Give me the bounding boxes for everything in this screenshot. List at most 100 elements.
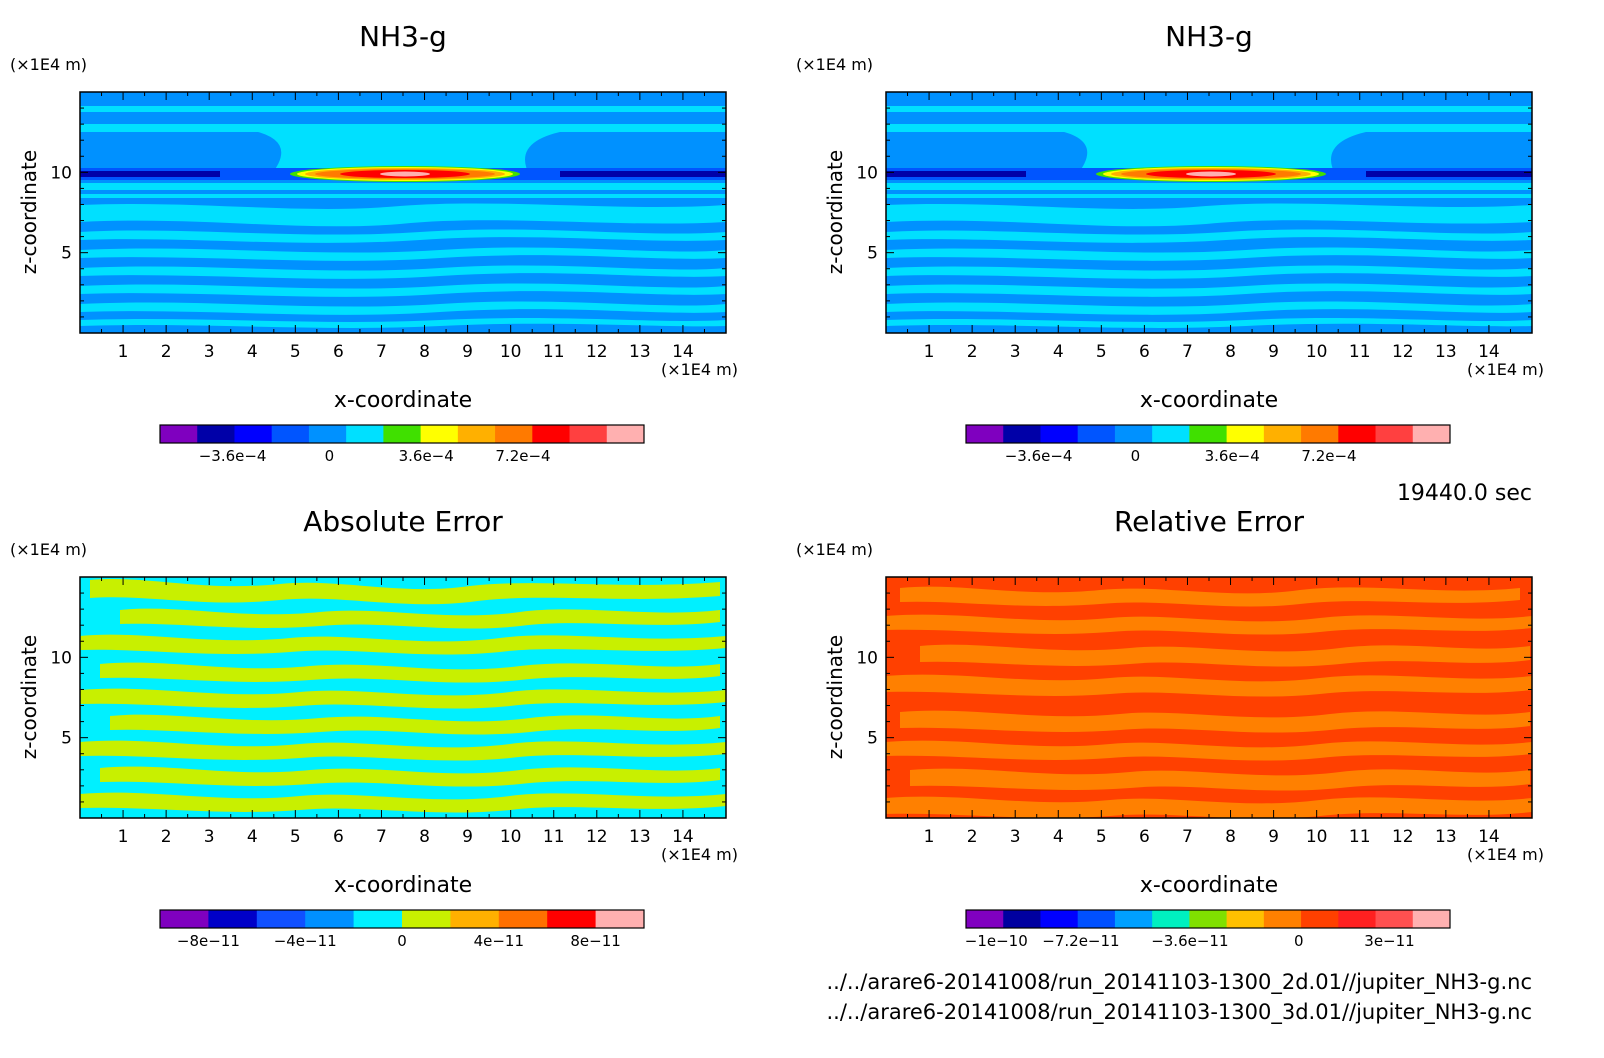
panel-title: Absolute Error: [303, 505, 503, 538]
panel-title: NH3-g: [359, 20, 447, 53]
colorbar-label: 0: [325, 447, 335, 465]
panel-absolute-error: Absolute Error (×1E4 m) 1 2 3 4 5 6 7 8 9 10 11 12 1…: [10, 505, 738, 950]
colorbar-label: −4e−11: [274, 932, 337, 950]
y-axis-label: z-coordinate: [17, 150, 41, 274]
colorbar-swatch: [234, 425, 273, 443]
x-tick-label: 14: [672, 827, 694, 847]
heatmap-field: [886, 577, 1532, 818]
x-tick-label: 9: [462, 342, 473, 362]
x-tick-label: 6: [333, 827, 344, 847]
colorbar-swatch: [1412, 425, 1451, 443]
colorbar-swatch: [1077, 910, 1116, 928]
x-tick-label: 10: [1306, 827, 1328, 847]
colorbar-label: 4e−11: [474, 932, 524, 950]
panel-title: NH3-g: [1165, 20, 1253, 53]
x-tick-label: 12: [586, 827, 608, 847]
colorbar-swatch: [208, 910, 258, 928]
y-unit-label: (×1E4 m): [10, 55, 87, 74]
x-tick-label: 6: [1139, 342, 1150, 362]
x-tick-label: 9: [1268, 342, 1279, 362]
colorbar-swatch: [1412, 910, 1451, 928]
x-tick-label: 13: [629, 342, 651, 362]
x-tick-label: 14: [672, 342, 694, 362]
colorbar-swatch: [1003, 425, 1041, 443]
x-tick-label: 13: [1435, 827, 1457, 847]
x-tick-label: 8: [419, 342, 430, 362]
y-tick-label: 10: [856, 648, 878, 668]
y-axis-label: z-coordinate: [823, 635, 847, 759]
x-tick-label: 4: [1053, 827, 1064, 847]
x-tick-label: 7: [376, 342, 387, 362]
colorbar-swatch: [1114, 425, 1153, 443]
x-tick-label: 2: [161, 827, 172, 847]
colorbar-swatch: [1189, 425, 1228, 443]
y-axis-label: z-coordinate: [823, 150, 847, 274]
x-tick-label: 2: [967, 342, 978, 362]
x-tick-label: 14: [1478, 342, 1500, 362]
colorbar-swatch: [346, 425, 384, 443]
colorbar-label: −8e−11: [177, 932, 240, 950]
x-tick-label: 13: [629, 827, 651, 847]
colorbar-swatch: [966, 910, 1004, 928]
colorbar-label: 3e−11: [1364, 932, 1414, 950]
colorbar-swatch: [308, 425, 347, 443]
colorbar-swatch: [160, 425, 198, 443]
colorbar-swatch: [1338, 425, 1377, 443]
colorbar-label: 7.2e−4: [1301, 447, 1356, 465]
colorbar-swatch: [495, 425, 533, 443]
x-tick-label: 8: [1225, 342, 1236, 362]
x-tick-label: 5: [1096, 827, 1107, 847]
panel-title: Relative Error: [1114, 505, 1305, 538]
x-unit-label: (×1E4 m): [661, 360, 738, 379]
file-path-line-2: ../../arare6-20141008/run_20141103-1300_…: [826, 1000, 1532, 1025]
colorbar-swatch: [532, 425, 571, 443]
x-tick-label: 4: [247, 827, 258, 847]
x-axis-label: x-coordinate: [334, 388, 472, 413]
colorbar-swatch: [160, 910, 209, 928]
x-tick-label: 11: [1349, 827, 1371, 847]
colorbar-swatch: [1301, 910, 1339, 928]
x-tick-label: 8: [419, 827, 430, 847]
y-tick-label: 5: [867, 729, 878, 749]
y-tick-label: 5: [61, 244, 72, 264]
colorbar-swatch: [1226, 425, 1265, 443]
x-tick-label: 11: [543, 342, 565, 362]
colorbar-label: −1e−10: [965, 932, 1028, 950]
x-tick-label: 9: [462, 827, 473, 847]
heatmap-field: [80, 577, 726, 818]
x-axis-label: x-coordinate: [334, 873, 472, 898]
x-tick-label: 6: [1139, 827, 1150, 847]
colorbar-label: −7.2e−11: [1042, 932, 1119, 950]
y-axis-label: z-coordinate: [17, 635, 41, 759]
panel-nh3-left: NH3-g (×1E4 m): [10, 20, 738, 465]
colorbar: −8e−11 −4e−11 0 4e−11 8e−11: [159, 909, 645, 950]
y-tick-label: 10: [50, 648, 72, 668]
colorbar-swatch: [1152, 910, 1190, 928]
x-tick-label: 7: [1182, 827, 1193, 847]
colorbar-swatch: [1152, 425, 1190, 443]
colorbar-swatch: [457, 425, 496, 443]
y-tick-label: 5: [61, 729, 72, 749]
colorbar-label: 3.6e−4: [1205, 447, 1260, 465]
colorbar-label: 3.6e−4: [399, 447, 454, 465]
colorbar-swatch: [450, 910, 500, 928]
x-tick-label: 10: [500, 342, 522, 362]
colorbar-swatch: [1263, 425, 1302, 443]
panel-relative-error: Relative Error (×1E4 m) 1 2 3 4 5 6 7 8 9 10 11 12 1…: [796, 505, 1544, 950]
colorbar-swatch: [1003, 910, 1041, 928]
colorbar-swatch: [966, 425, 1004, 443]
y-tick-label: 10: [856, 163, 878, 183]
x-tick-label: 8: [1225, 827, 1236, 847]
colorbar-label: −3.6e−4: [199, 447, 267, 465]
colorbar-swatch: [1226, 910, 1265, 928]
x-unit-label: (×1E4 m): [661, 845, 738, 864]
x-tick-label: 10: [500, 827, 522, 847]
x-tick-label: 5: [290, 342, 301, 362]
colorbar-swatch: [569, 425, 608, 443]
colorbar-frame: [965, 424, 1451, 444]
x-unit-label: (×1E4 m): [1467, 360, 1544, 379]
x-tick-label: 12: [586, 342, 608, 362]
colorbar-swatch: [1077, 425, 1116, 443]
